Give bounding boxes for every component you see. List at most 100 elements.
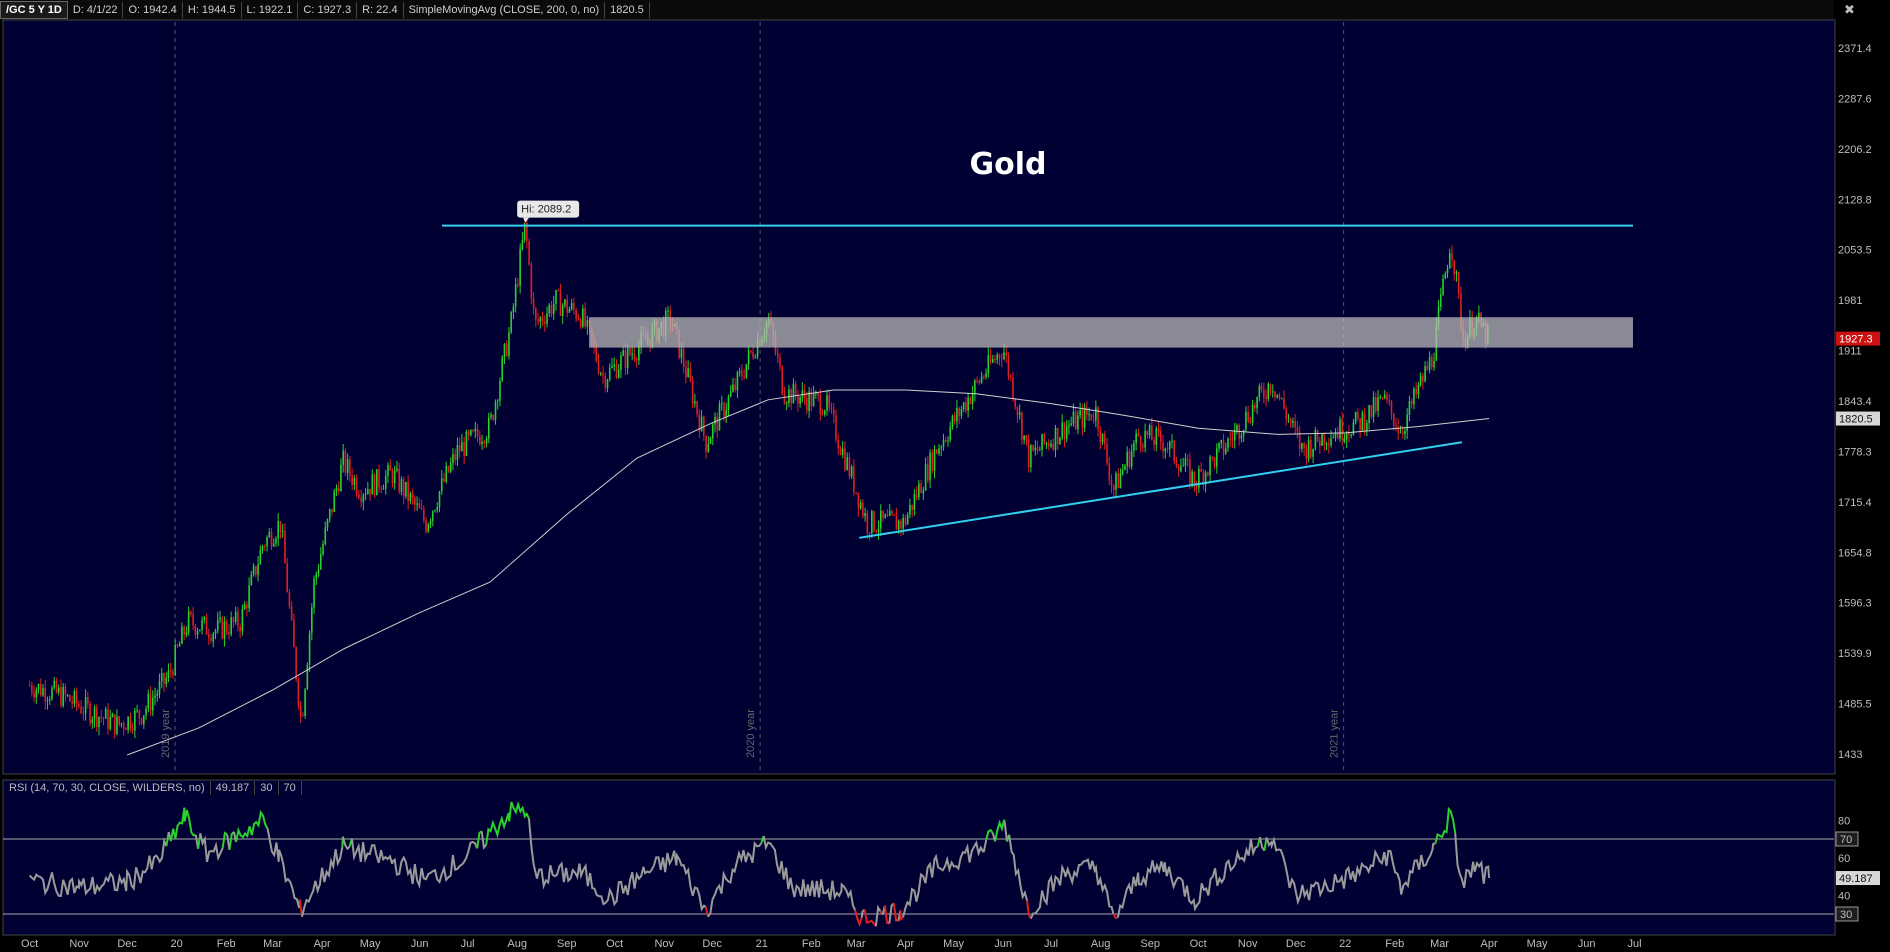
candle-body [539,317,542,322]
candle-body [1193,471,1196,486]
candle-body [810,391,813,407]
candle-body [1054,427,1057,450]
candle-body [375,469,378,496]
candle-body [568,308,571,313]
rsi-line-segment [902,839,988,918]
x-tick-label: Nov [69,938,89,950]
candle-body [1424,366,1426,382]
candle-body [476,428,479,437]
candle-body [221,617,224,639]
candle-body [700,416,703,432]
rsi-line-segment [1454,832,1491,889]
candle-body [624,350,627,368]
candle-body [503,343,506,357]
candle-body [871,511,873,534]
candle-body [935,449,938,454]
candle-body [689,368,692,381]
candle-body [682,348,685,367]
year-label: 2019 year [160,709,172,758]
candle-body [60,687,62,706]
price-tick-label: 1843.4 [1838,396,1872,408]
candle-body [212,633,215,642]
candle-body [1202,471,1205,485]
candle-body [1363,412,1366,431]
drawing-tools-icon[interactable]: ✖ [1844,2,1855,17]
candle-body [1294,420,1296,428]
candle-body [617,369,620,378]
candle-body [371,474,374,495]
candle-body [1117,473,1120,489]
candle-body [1310,439,1312,457]
candle-body [1045,442,1048,444]
candle-body [1047,442,1050,447]
last-price-label: 1927.3 [1839,334,1873,346]
candle-body [956,408,958,422]
candle-body [467,431,470,436]
candle-body [608,367,611,380]
rsi-panel-background [2,779,1836,936]
candle-body [595,346,598,361]
candle-body [812,393,815,407]
candle-body [629,347,631,355]
candle-body [80,706,82,713]
candle-body [308,632,311,665]
candle-body [434,510,436,512]
x-tick-label: 22 [1339,938,1351,950]
sma-study-label[interactable]: SimpleMovingAvg (CLOSE, 200, 0, no) [404,2,606,18]
x-tick-label: Dec [117,938,137,950]
candle-body [160,673,163,682]
rsi-tick-label: 70 [1840,834,1852,846]
candle-body [727,396,730,410]
candle-body [1110,480,1113,486]
candle-body [382,488,385,490]
low-label: L: 1922.1 [242,2,299,18]
candle-body [1016,407,1019,416]
candle-body [732,384,734,392]
candle-body [42,687,44,696]
date-label: D: 4/1/22 [68,2,124,18]
candle-body [1395,425,1397,427]
candle-body [418,503,421,509]
candle-body [924,464,927,491]
candle-body [420,508,423,510]
symbol-label[interactable]: /GC 5 Y 1D [0,1,68,19]
candle-body [1133,442,1135,451]
rsi-line-segment [301,847,344,917]
candle-body [1209,456,1211,476]
candle-body [1195,485,1198,488]
candle-body [225,621,228,633]
rsi-line-segment [1434,806,1457,844]
candle-body [633,353,636,360]
candle-body [1321,433,1323,446]
resistance-zone [589,317,1633,348]
candle-body [33,692,35,698]
candle-body [48,699,51,701]
candle-body [1224,448,1227,454]
candle-body [1229,439,1232,441]
candle-body [508,332,510,356]
candle-body [808,391,810,411]
candle-body [575,309,577,319]
candle-body [884,514,887,518]
rsi-tick-label: 30 [1840,909,1852,921]
candle-body [537,319,539,322]
candle-body [1184,458,1187,466]
candle-body [1106,444,1108,464]
candle-body [1041,434,1043,450]
candle-body [1451,253,1453,260]
rsi-line-segment [199,833,224,863]
rsi-header: RSI (14, 70, 30, CLOSE, WILDERS, no) 49.… [4,780,302,796]
rsi-level-marker [1835,831,1859,847]
candle-body [1079,409,1081,416]
candle-body [918,483,920,498]
candle-body [1433,360,1435,368]
candle-body [250,574,253,586]
x-tick-label: Jul [1044,938,1058,950]
candle-body [306,664,309,690]
rsi-study-label[interactable]: RSI (14, 70, 30, CLOSE, WILDERS, no) [4,781,211,795]
candle-body [465,431,468,456]
candle-body [1068,425,1070,427]
rsi-level-marker [1835,906,1859,922]
candle-body [402,479,405,497]
